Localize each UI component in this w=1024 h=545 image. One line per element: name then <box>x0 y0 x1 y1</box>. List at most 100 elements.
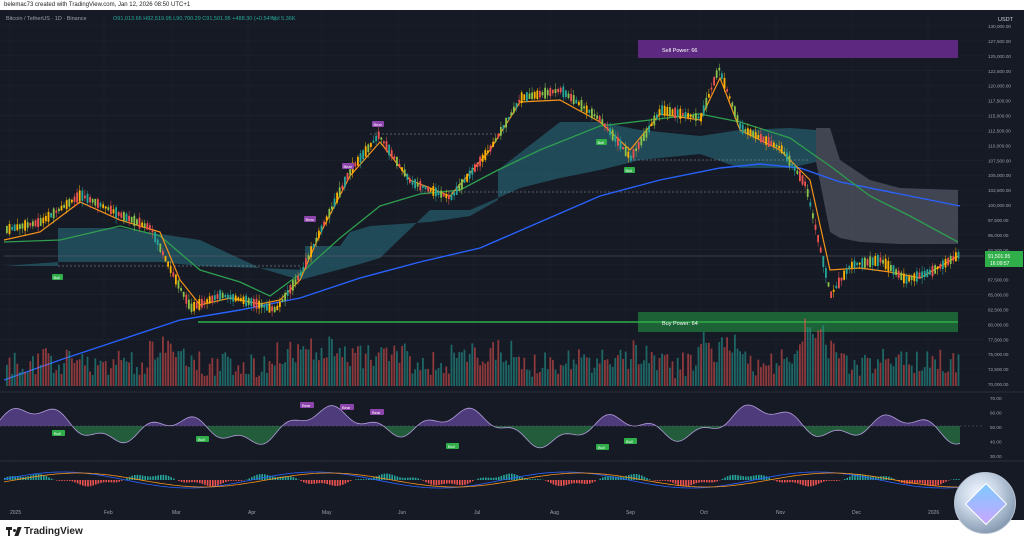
chart-area[interactable]: USDT Bitcoin / TetherUS · 1D · Binance O… <box>0 10 1024 520</box>
volume-bar <box>253 358 255 386</box>
macd-pane[interactable] <box>0 461 984 501</box>
ohlc-readout: O91,013.66 H92,519.95 L90,700.29 C91,501… <box>113 16 276 22</box>
time-tick: Jun <box>398 510 406 516</box>
time-axis[interactable] <box>0 502 1024 520</box>
price-tick: 70,000.00 <box>988 382 1009 387</box>
candle-body <box>827 282 830 287</box>
volume-bar <box>744 351 747 386</box>
volume-bar <box>110 368 112 386</box>
macd-bar <box>191 480 193 483</box>
candle-body <box>578 101 580 106</box>
macd-bar <box>219 480 222 485</box>
candle-body <box>910 276 913 281</box>
candle-body <box>180 288 182 291</box>
macd-bar <box>396 476 399 480</box>
macd-bar <box>854 474 856 480</box>
volume-bar <box>375 356 377 386</box>
candle-body <box>942 260 944 270</box>
volume-bar <box>955 372 957 386</box>
rsi-fill-lower <box>0 426 960 448</box>
candle-body <box>656 114 658 119</box>
rsi-bull-1-text: Bull <box>54 431 61 436</box>
candle-body <box>94 198 97 206</box>
rsi-bull-3-text: Bull <box>448 444 455 449</box>
candle-body <box>929 269 931 275</box>
volume-bar <box>468 353 471 386</box>
macd-bar <box>225 480 227 483</box>
candle-body <box>19 224 21 229</box>
candle-body <box>783 151 786 155</box>
candle-body <box>786 152 788 162</box>
volume-bar <box>255 376 258 386</box>
macd-bar <box>425 480 427 483</box>
candle-body <box>731 102 734 107</box>
volume-bar <box>676 357 679 386</box>
volume-bar <box>367 345 370 386</box>
candle-body <box>882 259 884 264</box>
macd-bar <box>308 480 310 484</box>
macd-bar <box>466 480 469 484</box>
volume-layer <box>6 318 960 386</box>
volume-bar <box>916 351 918 386</box>
macd-bar <box>329 480 331 485</box>
candle-body <box>393 156 396 159</box>
macd-bar <box>586 480 588 484</box>
macd-bar <box>916 480 919 484</box>
macd-bar <box>407 477 409 480</box>
volume-bar <box>710 348 713 386</box>
candle-body <box>466 173 468 182</box>
volume-bar <box>29 361 32 386</box>
macd-bar <box>885 476 887 480</box>
volume-bar <box>936 368 939 386</box>
volume-bar <box>544 352 546 386</box>
macd-bar <box>643 476 646 480</box>
candle-body <box>32 221 34 227</box>
macd-bar <box>30 475 32 480</box>
macd-bar <box>760 474 763 480</box>
macd-bar <box>648 479 651 480</box>
macd-bar <box>292 477 295 480</box>
macd-bar <box>420 479 422 480</box>
macd-bar <box>661 480 664 481</box>
macd-bar <box>851 475 854 480</box>
candle-body <box>461 179 463 190</box>
price-tick: 72,500.00 <box>988 367 1009 372</box>
candle-body <box>507 117 510 120</box>
volume-bar <box>942 371 944 386</box>
macd-bar <box>414 477 417 480</box>
volume-bar <box>723 347 726 386</box>
candle-body <box>840 277 843 281</box>
volume-bar <box>13 352 16 386</box>
candle-body <box>24 220 26 231</box>
macd-bar <box>604 476 607 480</box>
volume-bar <box>151 341 154 386</box>
candle-body <box>799 171 801 182</box>
volume-bar <box>299 349 302 386</box>
volume-bar <box>895 357 897 386</box>
candle-body <box>754 132 757 139</box>
volume-bar <box>663 355 666 386</box>
candle-body <box>645 128 648 138</box>
macd-bar <box>594 480 596 482</box>
profile-avatar[interactable] <box>954 472 1016 534</box>
macd-bar <box>838 480 841 481</box>
candle-body <box>448 195 450 200</box>
candle-body <box>401 167 403 171</box>
volume-bar <box>24 371 26 386</box>
candle-body <box>666 106 669 116</box>
volume-bar <box>45 348 47 386</box>
macd-bar <box>544 480 547 481</box>
candle-body <box>11 227 13 230</box>
macd-bar <box>789 480 791 483</box>
candle-body <box>845 268 848 274</box>
volume-bar <box>622 358 624 386</box>
macd-bar <box>955 479 958 480</box>
tradingview-logo[interactable]: TradingView <box>6 526 83 537</box>
volume-bar <box>411 373 414 386</box>
volume-bar <box>107 374 110 386</box>
volume-bar <box>585 357 588 386</box>
volume-bar <box>247 374 250 386</box>
volume-bar <box>905 351 908 386</box>
macd-bar <box>134 475 136 480</box>
volume-bar <box>11 373 13 386</box>
